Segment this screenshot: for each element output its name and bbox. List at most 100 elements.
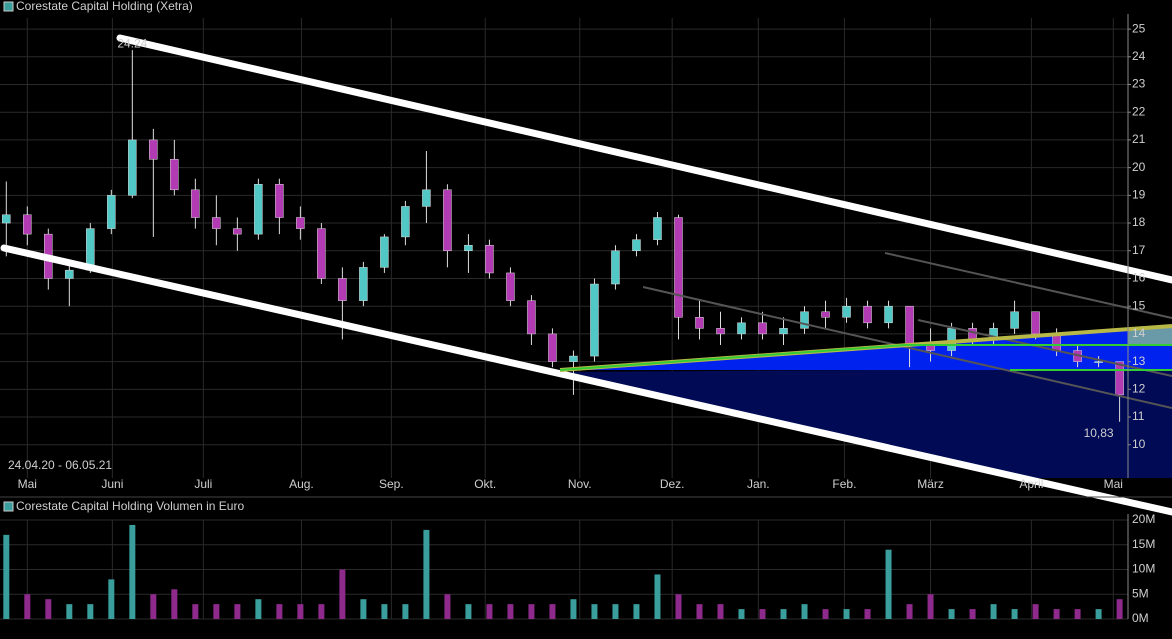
candle-body <box>2 214 11 224</box>
volume-bar <box>885 549 892 619</box>
volume-bar <box>570 599 577 619</box>
candle-body <box>716 328 725 335</box>
candle-body <box>947 328 956 351</box>
candle-body <box>191 189 200 218</box>
y-tick-label: 15 <box>1132 298 1146 312</box>
volume-bar <box>444 594 451 619</box>
volume-bar <box>276 604 283 619</box>
volume-bar <box>234 604 241 619</box>
y-tick-label: 12 <box>1132 381 1146 395</box>
y-tick-label: 20 <box>1132 160 1146 174</box>
y-tick-label: 20M <box>1132 512 1155 526</box>
volume-bar <box>507 604 514 619</box>
candle-body <box>128 139 137 196</box>
candle-body <box>485 244 494 274</box>
volume-bar <box>255 599 262 619</box>
volume-bar <box>1053 609 1060 619</box>
candle-body <box>317 228 326 279</box>
volume-bar <box>339 569 346 619</box>
y-tick-label: 17 <box>1132 243 1146 257</box>
x-tick-label: Feb. <box>832 477 856 491</box>
x-tick-label: Aug. <box>289 477 314 491</box>
candle-body <box>800 311 809 329</box>
trend-line <box>884 252 1172 319</box>
candle-body <box>380 236 389 268</box>
volume-bar <box>360 599 367 619</box>
x-tick-label: Dez. <box>660 477 685 491</box>
candle-body <box>254 184 263 235</box>
candle-body <box>632 239 641 252</box>
volume-bar <box>24 594 31 619</box>
y-tick-label: 18 <box>1132 215 1146 229</box>
x-tick-label: März <box>917 477 944 491</box>
candle-body <box>506 272 515 301</box>
x-tick-label: Juli <box>194 477 212 491</box>
y-tick-label: 10M <box>1132 562 1155 576</box>
volume-bar <box>150 594 157 619</box>
x-tick-label: Okt. <box>474 477 496 491</box>
volume-bar <box>423 529 430 619</box>
candle-body <box>611 250 620 285</box>
x-tick-label: Mai <box>1104 477 1123 491</box>
y-tick-label: 14 <box>1132 326 1146 340</box>
volume-bar <box>717 604 724 619</box>
candle-body <box>737 322 746 335</box>
volume-bar <box>738 609 745 619</box>
volume-bar <box>87 604 94 619</box>
volume-bar <box>1116 599 1123 619</box>
candles <box>2 50 1124 422</box>
volume-bar <box>66 604 73 619</box>
candle-body <box>107 195 116 229</box>
volume-bar <box>192 604 199 619</box>
y-tick-label: 19 <box>1132 188 1146 202</box>
y-tick-label: 11 <box>1132 409 1145 423</box>
volume-bar <box>633 604 640 619</box>
candle-body <box>653 217 662 240</box>
volume-bar <box>822 609 829 619</box>
channel-area <box>560 368 1172 478</box>
volume-bar <box>654 574 661 619</box>
candle-body <box>401 206 410 238</box>
y-tick-label: 10 <box>1132 437 1146 451</box>
volume-bar <box>3 534 10 619</box>
volume-bar <box>906 604 913 619</box>
volume-bar <box>801 604 808 619</box>
volume-bar <box>108 579 115 619</box>
volume-bar <box>381 604 388 619</box>
candle-body <box>884 305 893 324</box>
candle-body <box>359 267 368 301</box>
candle-body <box>548 333 557 362</box>
volume-bar <box>675 594 682 619</box>
volume-bar <box>843 609 850 619</box>
chart-title: Corestate Capital Holding (Xetra) <box>16 0 193 13</box>
volume-bar <box>1095 609 1102 619</box>
y-tick-label: 5M <box>1132 586 1149 600</box>
candle-body <box>1094 361 1103 363</box>
volume-bar <box>171 589 178 619</box>
date-range: 24.04.20 - 06.05.21 <box>8 458 112 472</box>
candle-body <box>338 278 347 301</box>
fan-band <box>1128 326 1172 345</box>
price-annotation: 10,83 <box>1084 426 1114 440</box>
volume-title: Corestate Capital Holding Volumen in Eur… <box>16 499 244 513</box>
y-tick-label: 24 <box>1132 49 1146 63</box>
volume-bar <box>948 609 955 619</box>
x-tick-label: Jan. <box>747 477 770 491</box>
candle-body <box>170 159 179 191</box>
volume-bar <box>612 604 619 619</box>
y-tick-label: 15M <box>1132 537 1155 551</box>
candle-body <box>842 305 851 318</box>
candle-body <box>1010 311 1019 329</box>
volume-bar <box>486 604 493 619</box>
volume-bar <box>864 609 871 619</box>
candle-body <box>569 355 578 362</box>
volume-bars <box>3 524 1123 619</box>
volume-bar <box>549 604 556 619</box>
candle-body <box>779 328 788 335</box>
price-annotation: 24.24 <box>117 36 147 50</box>
candle-body <box>149 139 158 160</box>
candle-body <box>212 217 221 229</box>
trend-line <box>642 286 1172 409</box>
volume-bar <box>1032 604 1039 619</box>
